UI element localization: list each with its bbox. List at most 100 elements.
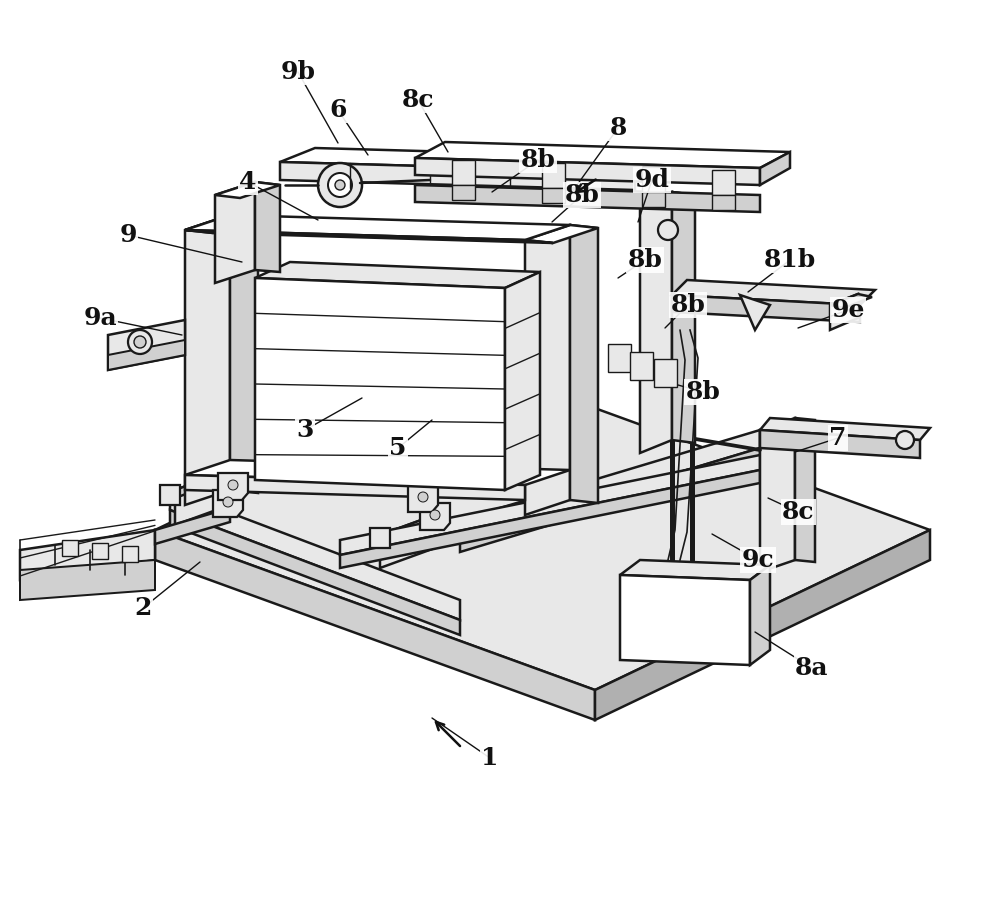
Polygon shape (370, 528, 390, 548)
Polygon shape (215, 182, 255, 283)
Polygon shape (542, 188, 565, 203)
Polygon shape (340, 470, 760, 568)
Polygon shape (460, 430, 760, 538)
Circle shape (335, 180, 345, 190)
Circle shape (430, 510, 440, 520)
Polygon shape (408, 485, 438, 512)
Polygon shape (185, 215, 258, 233)
Text: 8b: 8b (686, 380, 720, 404)
Polygon shape (62, 540, 78, 556)
Polygon shape (185, 460, 570, 485)
Circle shape (328, 173, 352, 197)
Polygon shape (255, 182, 280, 272)
Polygon shape (420, 503, 450, 530)
Polygon shape (460, 448, 760, 552)
Text: 5: 5 (389, 436, 407, 460)
Polygon shape (108, 340, 185, 370)
Polygon shape (185, 215, 230, 505)
Polygon shape (185, 230, 553, 243)
Text: 8b: 8b (628, 248, 662, 272)
Polygon shape (175, 470, 230, 498)
Polygon shape (795, 418, 815, 562)
Polygon shape (570, 225, 598, 503)
Polygon shape (760, 152, 790, 185)
Polygon shape (155, 508, 230, 544)
Polygon shape (380, 515, 435, 568)
Polygon shape (380, 515, 435, 543)
Polygon shape (830, 294, 872, 308)
Text: 8c: 8c (402, 88, 434, 112)
Text: 8c: 8c (782, 500, 814, 524)
Text: 8b: 8b (671, 293, 705, 317)
Polygon shape (642, 167, 665, 192)
Polygon shape (155, 370, 930, 690)
Polygon shape (672, 280, 875, 305)
Polygon shape (230, 215, 258, 493)
Polygon shape (215, 462, 235, 482)
Polygon shape (170, 490, 460, 620)
Polygon shape (175, 470, 230, 525)
Text: 1: 1 (481, 746, 499, 770)
Polygon shape (108, 320, 185, 370)
Text: 9: 9 (119, 223, 137, 247)
Text: 7: 7 (829, 426, 847, 450)
Polygon shape (20, 560, 155, 600)
Polygon shape (640, 192, 672, 453)
Polygon shape (160, 485, 180, 505)
Polygon shape (185, 215, 570, 240)
Polygon shape (595, 530, 930, 720)
Polygon shape (525, 225, 570, 515)
Polygon shape (760, 430, 920, 458)
Polygon shape (280, 162, 635, 190)
Polygon shape (654, 359, 677, 387)
Polygon shape (218, 473, 248, 500)
Polygon shape (213, 490, 243, 517)
Polygon shape (620, 575, 750, 665)
Polygon shape (255, 278, 505, 490)
Polygon shape (760, 418, 930, 440)
Polygon shape (92, 543, 108, 559)
Circle shape (318, 163, 362, 207)
Circle shape (418, 492, 428, 502)
Polygon shape (122, 546, 138, 562)
Text: 9d: 9d (635, 168, 669, 192)
Polygon shape (712, 195, 735, 210)
Polygon shape (642, 192, 665, 207)
Circle shape (896, 431, 914, 449)
Text: 8b: 8b (565, 183, 599, 207)
Polygon shape (422, 508, 442, 528)
Text: 2: 2 (134, 596, 152, 620)
Circle shape (223, 497, 233, 507)
Polygon shape (542, 163, 565, 188)
Text: 8b: 8b (521, 148, 555, 172)
Polygon shape (280, 148, 670, 172)
Polygon shape (452, 185, 475, 200)
Polygon shape (630, 352, 653, 380)
Text: 8a: 8a (795, 656, 829, 680)
Text: 9c: 9c (742, 548, 774, 572)
Polygon shape (255, 262, 540, 288)
Polygon shape (740, 295, 770, 330)
Text: 4: 4 (239, 170, 257, 194)
Polygon shape (505, 272, 540, 490)
Polygon shape (608, 344, 631, 372)
Polygon shape (452, 160, 475, 185)
Polygon shape (185, 475, 525, 500)
Text: 6: 6 (329, 98, 347, 122)
Polygon shape (672, 295, 860, 322)
Polygon shape (750, 565, 770, 665)
Polygon shape (830, 294, 858, 330)
Text: 3: 3 (296, 418, 314, 442)
Polygon shape (672, 192, 695, 443)
Text: 9b: 9b (280, 60, 316, 84)
Circle shape (228, 480, 238, 490)
Circle shape (134, 336, 146, 348)
Polygon shape (155, 530, 595, 720)
Circle shape (658, 220, 678, 240)
Polygon shape (712, 170, 735, 195)
Text: 8: 8 (609, 116, 627, 140)
Circle shape (128, 330, 152, 354)
Polygon shape (340, 455, 760, 555)
Polygon shape (620, 560, 770, 580)
Polygon shape (525, 225, 598, 243)
